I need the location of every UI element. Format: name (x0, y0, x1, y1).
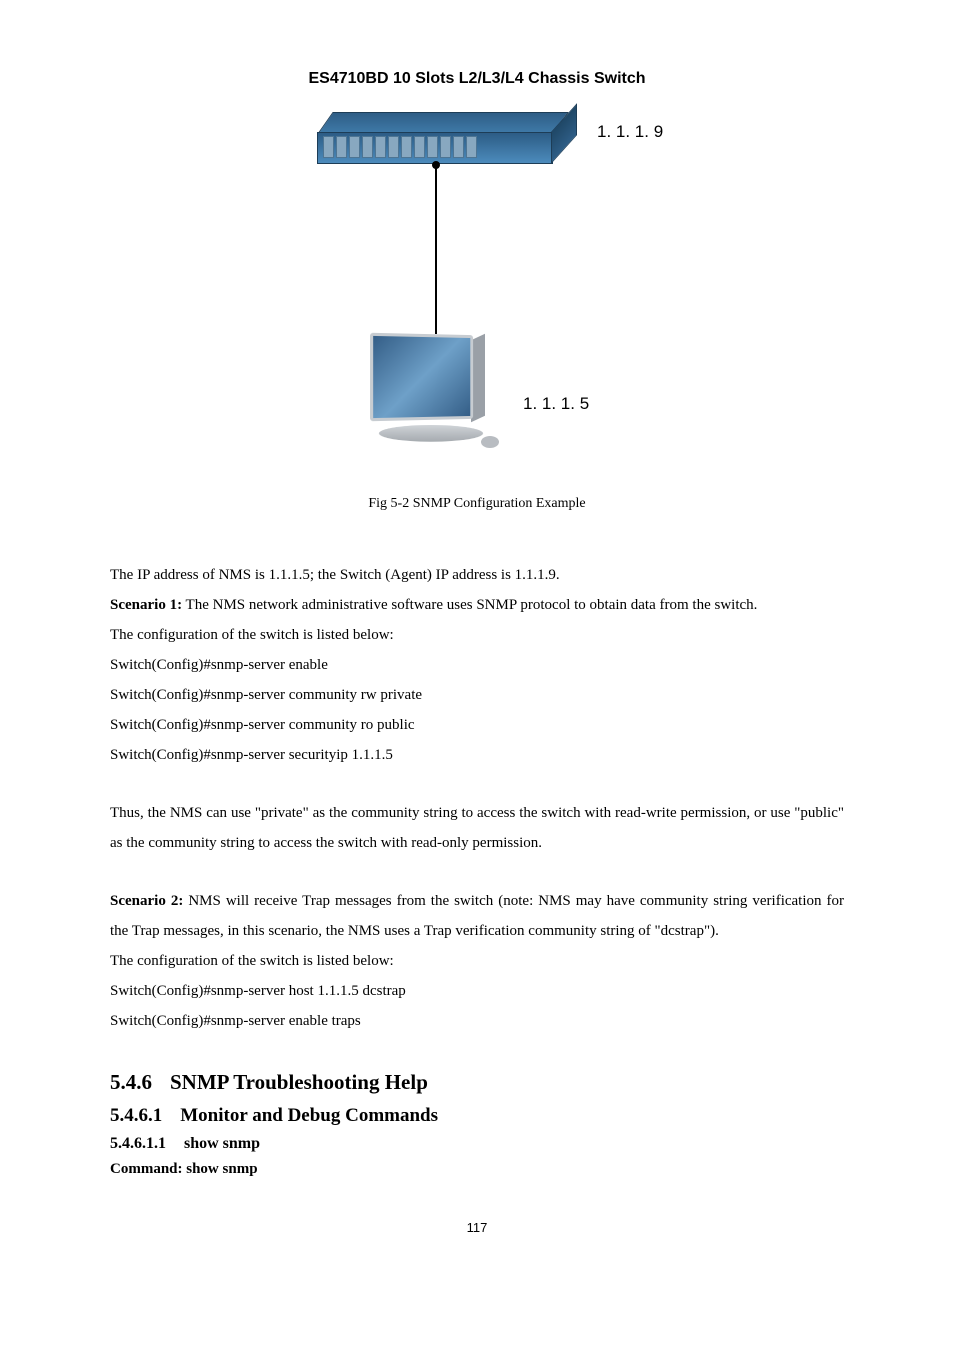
config-intro-2: The configuration of the switch is liste… (110, 946, 844, 976)
connection-line (435, 164, 437, 334)
command-line: Command: show snmp (110, 1161, 844, 1178)
config-line-4: Switch(Config)#snmp-server securityip 1.… (110, 740, 844, 770)
heading-5-4-6-1-1: 5.4.6.1.1 show snmp (110, 1135, 844, 1153)
host-ip-label: 1. 1. 1. 5 (523, 394, 589, 414)
host-computer-icon (371, 334, 501, 459)
page-number: 117 (110, 1220, 844, 1235)
scenario1-label: Scenario 1: (110, 597, 182, 613)
config-line-1: Switch(Config)#snmp-server enable (110, 650, 844, 680)
heading-5-4-6-1-1-num: 5.4.6.1.1 (110, 1135, 166, 1153)
switch-ip-label: 1. 1. 1. 9 (597, 122, 663, 142)
snmp-diagram: 1. 1. 1. 9 1. 1. 1. 5 (247, 106, 707, 466)
config-line-2: Switch(Config)#snmp-server community rw … (110, 680, 844, 710)
scenario2-para: Scenario 2: NMS will receive Trap messag… (110, 886, 844, 946)
heading-5-4-6: 5.4.6 SNMP Troubleshooting Help (110, 1070, 844, 1095)
config-line-6: Switch(Config)#snmp-server enable traps (110, 1006, 844, 1036)
figure-caption: Fig 5-2 SNMP Configuration Example (110, 496, 844, 512)
heading-5-4-6-num: 5.4.6 (110, 1070, 152, 1095)
page-header-title: ES4710BD 10 Slots L2/L3/L4 Chassis Switc… (110, 70, 844, 88)
config-line-3: Switch(Config)#snmp-server community ro … (110, 710, 844, 740)
heading-5-4-6-1-num: 5.4.6.1 (110, 1105, 162, 1127)
network-switch-icon (317, 112, 567, 164)
scenario2-text: NMS will receive Trap messages from the … (110, 893, 844, 939)
page: ES4710BD 10 Slots L2/L3/L4 Chassis Switc… (0, 0, 954, 1275)
scenario1-para: Scenario 1: The NMS network administrati… (110, 590, 844, 620)
scenario2-label: Scenario 2: (110, 893, 183, 909)
config-intro: The configuration of the switch is liste… (110, 620, 844, 650)
heading-5-4-6-1: 5.4.6.1 Monitor and Debug Commands (110, 1105, 844, 1127)
heading-5-4-6-text: SNMP Troubleshooting Help (170, 1070, 428, 1094)
heading-5-4-6-1-1-text: show snmp (184, 1135, 260, 1152)
heading-5-4-6-1-text: Monitor and Debug Commands (180, 1105, 438, 1126)
intro-text: The IP address of NMS is 1.1.1.5; the Sw… (110, 560, 844, 590)
scenario1-text: The NMS network administrative software … (182, 597, 757, 613)
config-line-5: Switch(Config)#snmp-server host 1.1.1.5 … (110, 976, 844, 1006)
thus-para: Thus, the NMS can use "private" as the c… (110, 798, 844, 858)
